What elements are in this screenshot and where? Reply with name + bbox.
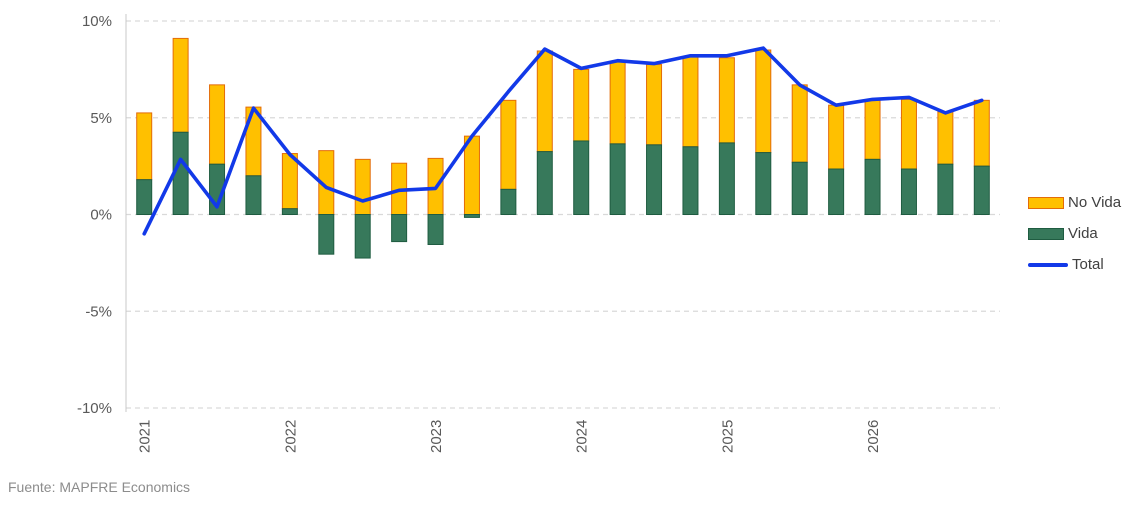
y-axis-tick-label: -10% (77, 400, 112, 417)
total-line (142, 46, 984, 236)
bar-segment-vida (791, 161, 808, 216)
bar-segment-no-vida (209, 84, 226, 165)
bar-segment-vida (864, 158, 881, 215)
bar-segment-no-vida (136, 112, 153, 181)
x-axis-year-label: 2024 (574, 420, 591, 453)
bar-segment-vida (427, 214, 444, 245)
bar-segment-no-vida (791, 84, 808, 163)
bar-segment-vida (136, 179, 153, 215)
x-axis-year-label: 2022 (282, 420, 299, 453)
bar-segment-no-vida (172, 37, 189, 133)
bar-segment-vida (828, 168, 845, 215)
bar-segment-vida (937, 163, 954, 216)
bar-segment-vida (318, 214, 335, 255)
bar-segment-vida (281, 208, 298, 216)
bar-segment-no-vida (682, 56, 699, 148)
bar-segment-no-vida (463, 135, 480, 216)
bar-segment-vida (500, 188, 517, 216)
bar-segment-no-vida (609, 61, 626, 145)
bar-segment-vida (609, 143, 626, 215)
total-line-swatch (1028, 263, 1068, 267)
bar-segment-vida (755, 152, 772, 215)
legend-item-no-vida: No Vida (1028, 194, 1122, 211)
bar-segment-no-vida (864, 99, 881, 160)
legend-label-total: Total (1072, 256, 1104, 273)
bar-segment-vida (463, 214, 480, 218)
bar-segment-no-vida (281, 153, 298, 210)
bar-segment-no-vida (828, 104, 845, 170)
vida-swatch (1028, 228, 1064, 240)
bar-segment-vida (245, 175, 262, 216)
bar-segment-vida (646, 144, 663, 215)
x-axis-year-label: 2023 (428, 420, 445, 453)
chart-legend: No Vida Vida Total (1028, 194, 1122, 273)
bar-segment-vida (900, 168, 917, 215)
y-axis-tick-label: 0% (90, 207, 112, 224)
y-axis-tick-label: 5% (90, 110, 112, 127)
x-axis-year-label: 2021 (137, 420, 154, 453)
bar-segment-no-vida (755, 49, 772, 154)
bar-segment-no-vida (354, 158, 371, 215)
bar-segment-no-vida (973, 99, 990, 167)
bar-segment-no-vida (718, 57, 735, 144)
bar-segment-vida (973, 165, 990, 215)
no-vida-swatch (1028, 197, 1064, 209)
bar-segment-vida (573, 140, 590, 215)
bar-segment-vida (354, 214, 371, 259)
x-axis-year-label: 2025 (719, 420, 736, 453)
legend-label-no-vida: No Vida (1068, 194, 1122, 211)
legend-item-total: Total (1028, 256, 1121, 273)
legend-label-vida: Vida (1068, 225, 1098, 242)
bar-segment-no-vida (500, 99, 517, 190)
bar-segment-no-vida (937, 111, 954, 165)
bar-segment-vida (718, 142, 735, 215)
y-axis-tick-label: 10% (82, 13, 112, 30)
bar-segment-vida (682, 146, 699, 215)
bar-segment-no-vida (536, 50, 553, 153)
bar-segment-no-vida (573, 68, 590, 142)
bar-segment-no-vida (900, 98, 917, 170)
bar-segment-vida (391, 214, 408, 243)
bar-segment-vida (536, 151, 553, 216)
legend-item-vida: Vida (1028, 225, 1121, 242)
source-note: Fuente: MAPFRE Economics (8, 479, 191, 495)
bar-segment-no-vida (646, 64, 663, 146)
y-axis-tick-label: -5% (85, 303, 112, 320)
x-axis-year-label: 2026 (865, 420, 882, 453)
